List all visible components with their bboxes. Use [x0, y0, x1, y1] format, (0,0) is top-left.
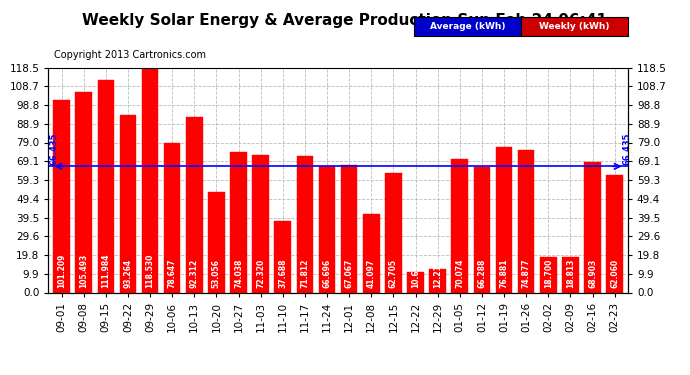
Bar — [607, 175, 623, 292]
Text: 37.688: 37.688 — [278, 258, 287, 288]
Text: 67.067: 67.067 — [345, 258, 354, 288]
Bar — [208, 192, 225, 292]
Text: 62.705: 62.705 — [389, 259, 398, 288]
Bar — [186, 117, 203, 292]
Text: 66.696: 66.696 — [322, 259, 331, 288]
Bar — [230, 152, 247, 292]
Bar — [363, 214, 380, 292]
Text: 18.700: 18.700 — [544, 258, 553, 288]
Text: 10.671: 10.671 — [411, 258, 420, 288]
Text: 68.903: 68.903 — [588, 258, 597, 288]
Text: 93.264: 93.264 — [124, 259, 132, 288]
Text: 72.320: 72.320 — [256, 258, 265, 288]
Bar — [429, 269, 446, 292]
Bar — [97, 80, 114, 292]
Bar — [53, 100, 70, 292]
Text: 18.813: 18.813 — [566, 258, 575, 288]
Bar — [451, 159, 468, 292]
Text: 101.209: 101.209 — [57, 254, 66, 288]
Text: Average (kWh): Average (kWh) — [430, 22, 505, 31]
Text: 92.312: 92.312 — [190, 259, 199, 288]
Text: 76.881: 76.881 — [500, 258, 509, 288]
Bar — [275, 221, 291, 292]
Bar — [319, 166, 335, 292]
Bar — [407, 272, 424, 292]
Text: 41.097: 41.097 — [367, 258, 376, 288]
Text: 105.493: 105.493 — [79, 254, 88, 288]
Bar — [473, 166, 490, 292]
Text: 71.812: 71.812 — [300, 258, 309, 288]
Bar — [253, 155, 269, 292]
Bar — [141, 68, 159, 292]
Bar — [119, 116, 136, 292]
Bar — [75, 92, 92, 292]
Text: 62.060: 62.060 — [610, 259, 619, 288]
Text: 74.877: 74.877 — [522, 258, 531, 288]
Text: 78.647: 78.647 — [168, 258, 177, 288]
Text: 111.984: 111.984 — [101, 253, 110, 288]
Text: Weekly Solar Energy & Average Production Sun Feb 24 06:41: Weekly Solar Energy & Average Production… — [83, 13, 607, 28]
Bar — [385, 174, 402, 292]
Text: 53.056: 53.056 — [212, 259, 221, 288]
Bar — [540, 257, 557, 292]
Bar — [518, 150, 535, 292]
Bar — [584, 162, 601, 292]
Text: 66.288: 66.288 — [477, 258, 486, 288]
Bar — [164, 143, 181, 292]
Text: Weekly (kWh): Weekly (kWh) — [539, 22, 610, 31]
Text: Copyright 2013 Cartronics.com: Copyright 2013 Cartronics.com — [54, 50, 206, 60]
Text: 74.038: 74.038 — [234, 258, 243, 288]
Text: 118.530: 118.530 — [146, 254, 155, 288]
Bar — [297, 156, 313, 292]
Bar — [495, 147, 512, 292]
Text: 70.074: 70.074 — [455, 258, 464, 288]
Text: 12.218: 12.218 — [433, 258, 442, 288]
Text: 66.435: 66.435 — [622, 133, 631, 165]
Bar — [341, 165, 357, 292]
Bar — [562, 257, 579, 292]
Text: 66.435: 66.435 — [49, 133, 59, 165]
